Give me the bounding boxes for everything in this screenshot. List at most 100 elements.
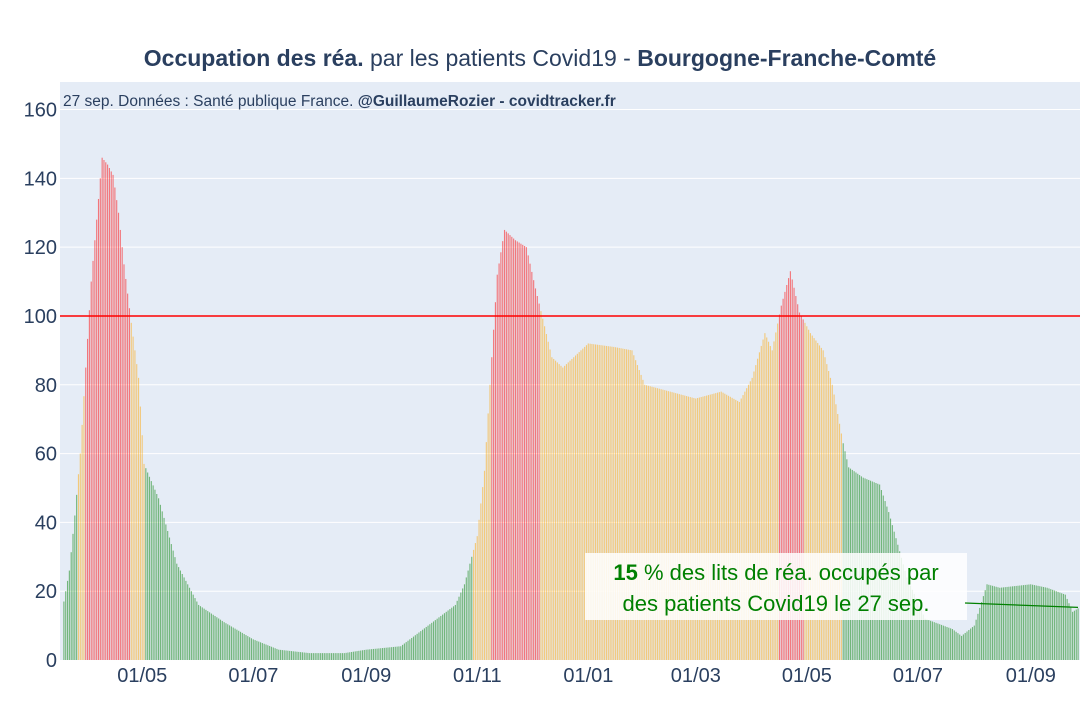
bar: [418, 632, 420, 660]
bar: [316, 653, 318, 660]
bar: [966, 631, 968, 660]
bar: [1011, 586, 1014, 660]
bar: [192, 594, 194, 660]
bar: [977, 613, 979, 660]
bar: [143, 463, 145, 660]
x-tick-label: 01/07: [893, 665, 943, 687]
bar: [655, 387, 657, 660]
bar: [320, 653, 322, 660]
bar: [742, 395, 744, 660]
bar: [662, 389, 664, 660]
bar: [1061, 593, 1063, 660]
bar: [462, 588, 464, 660]
bar: [443, 613, 446, 660]
bar: [321, 653, 324, 660]
bar: [1002, 587, 1004, 660]
bar: [644, 384, 646, 660]
bar: [423, 628, 425, 660]
bar: [329, 653, 331, 660]
bar: [230, 626, 232, 660]
bar: [87, 338, 89, 660]
bar: [210, 613, 212, 660]
bar: [753, 371, 755, 660]
bar: [400, 646, 402, 660]
bar: [451, 607, 453, 660]
bar: [292, 651, 294, 660]
bar: [449, 609, 451, 660]
bar: [243, 633, 245, 660]
bar: [381, 648, 384, 660]
bar: [635, 360, 637, 660]
bar: [973, 625, 975, 660]
bar: [919, 606, 921, 660]
bar: [156, 493, 158, 660]
bar: [88, 310, 90, 660]
bar: [365, 649, 367, 660]
bar: [666, 390, 668, 660]
bar: [522, 244, 524, 660]
bar: [442, 614, 444, 660]
y-tick-label: 120: [24, 237, 57, 259]
bar: [622, 348, 624, 660]
x-tick-label: 01/05: [782, 665, 832, 687]
bar: [221, 620, 223, 660]
bar: [387, 647, 389, 660]
bar: [1062, 593, 1065, 660]
x-tick-label: 01/07: [228, 665, 278, 687]
bar: [480, 503, 482, 660]
bar: [997, 587, 999, 660]
bar: [218, 618, 220, 660]
bar: [749, 381, 751, 660]
bar: [1006, 586, 1008, 660]
bar: [70, 552, 72, 660]
bar: [147, 472, 149, 660]
bar: [928, 620, 930, 660]
bars: [63, 157, 1079, 661]
bar: [150, 481, 152, 660]
bar: [323, 653, 325, 660]
bar: [782, 298, 784, 660]
bar: [483, 470, 486, 660]
bar: [744, 391, 746, 660]
bar: [516, 241, 518, 660]
bar: [310, 653, 313, 660]
bar: [336, 653, 338, 660]
bar: [447, 610, 449, 660]
bar: [219, 619, 222, 660]
bar: [227, 624, 229, 660]
bar: [179, 570, 181, 660]
bar: [458, 596, 460, 660]
bar: [474, 543, 476, 660]
bar: [287, 650, 289, 660]
bar: [65, 591, 67, 660]
bar: [92, 260, 94, 660]
bar: [1033, 585, 1035, 660]
bar: [74, 515, 76, 660]
bar: [551, 357, 553, 660]
bar: [110, 171, 112, 660]
bar: [161, 511, 163, 660]
bar: [937, 623, 939, 660]
bar: [1064, 594, 1066, 660]
bar: [758, 352, 761, 660]
bar: [274, 648, 276, 660]
bar: [573, 357, 575, 660]
bar: [114, 187, 116, 660]
bar: [720, 391, 722, 660]
bar: [198, 604, 200, 660]
bar: [911, 589, 913, 660]
bar: [476, 536, 478, 660]
bar: [503, 229, 506, 660]
bar: [828, 371, 830, 660]
bar: [940, 624, 943, 660]
bar: [425, 626, 427, 660]
bar: [420, 631, 422, 660]
bar: [562, 367, 564, 660]
bar: [341, 653, 344, 660]
bar: [791, 279, 793, 660]
bar: [1015, 585, 1017, 660]
bar: [651, 386, 653, 660]
bar: [602, 345, 604, 660]
bar: [531, 271, 533, 660]
bar: [303, 652, 305, 660]
